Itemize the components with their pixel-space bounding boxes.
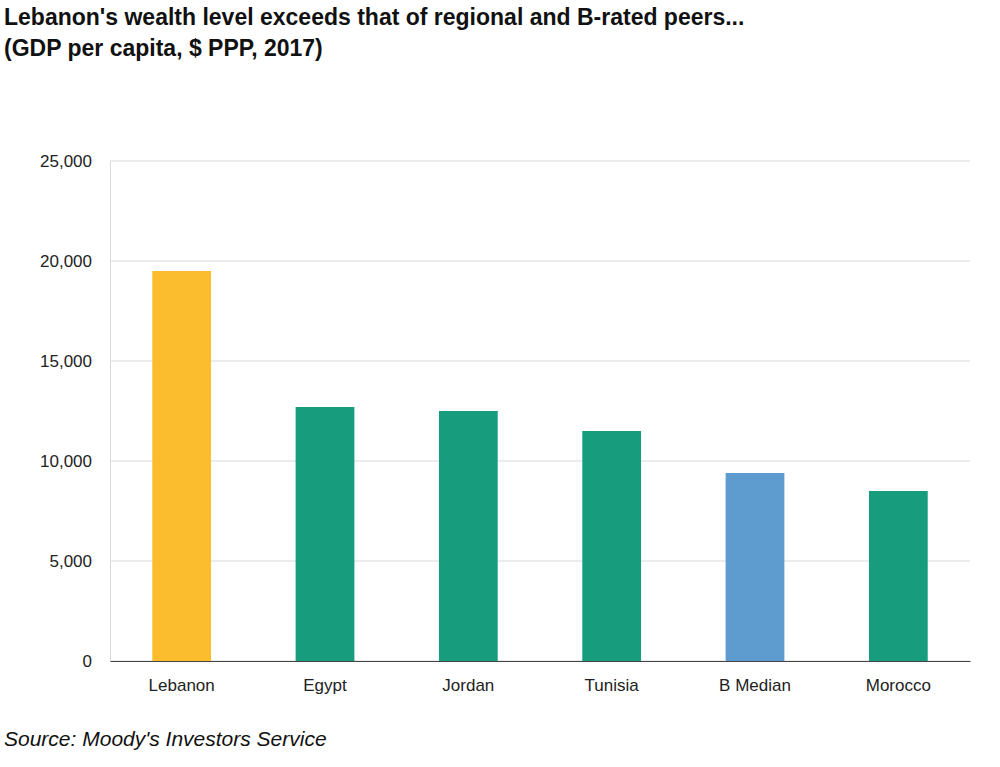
- y-tick-label: 5,000: [49, 552, 92, 571]
- y-tick-label: 10,000: [40, 452, 92, 471]
- bar: [152, 271, 211, 661]
- grid-line: [110, 261, 970, 262]
- x-tick-label: Morocco: [866, 676, 931, 695]
- x-tick-label: Lebanon: [149, 676, 215, 695]
- x-tick-label: Tunisia: [585, 676, 640, 695]
- x-tick: B Median: [719, 661, 791, 695]
- x-tick: Egypt: [303, 661, 347, 695]
- bar: [582, 431, 641, 661]
- bars: [152, 271, 927, 661]
- y-tick-label: 0: [83, 652, 92, 671]
- x-tick: Tunisia: [585, 661, 640, 695]
- x-tick-label: B Median: [719, 676, 791, 695]
- source: Source: Moody's Investors Service: [4, 727, 327, 750]
- x-axis: Lebanon Egypt Jordan Tunisia B Median Morocco: [111, 661, 971, 695]
- bar: [869, 491, 928, 661]
- x-tick: Jordan: [442, 661, 494, 695]
- x-tick-label: Jordan: [442, 676, 494, 695]
- x-tick: Lebanon: [149, 661, 215, 695]
- x-tick-label: Egypt: [303, 676, 347, 695]
- y-tick: 0: [83, 652, 110, 671]
- x-tick: Morocco: [866, 661, 931, 695]
- subtitle: (GDP per capita, $ PPP, 2017): [4, 35, 323, 61]
- y-tick: 20,000: [40, 252, 110, 271]
- chart: Lebanon's wealth level exceeds that of r…: [0, 0, 1000, 767]
- bar: [439, 411, 498, 661]
- y-tick-label: 15,000: [40, 352, 92, 371]
- grid-line: [110, 361, 970, 362]
- grid-line: [110, 461, 970, 462]
- grid-line: [110, 561, 970, 562]
- x-axis-line: [111, 661, 971, 662]
- bar: [296, 407, 355, 661]
- y-tick-label: 25,000: [40, 152, 92, 171]
- y-tick: 25,000: [40, 152, 110, 171]
- grid-line: [110, 661, 970, 662]
- y-axis: 0 5,000 10,000 15,000 20,000 25,000: [40, 152, 111, 671]
- y-tick-label: 20,000: [40, 252, 92, 271]
- grid: [110, 161, 970, 661]
- y-tick: 15,000: [40, 352, 110, 371]
- y-tick: 10,000: [40, 452, 110, 471]
- title: Lebanon's wealth level exceeds that of r…: [4, 4, 744, 30]
- y-tick: 5,000: [49, 552, 110, 571]
- grid-line: [110, 161, 970, 162]
- y-axis-line: [110, 162, 111, 662]
- bar: [726, 473, 785, 661]
